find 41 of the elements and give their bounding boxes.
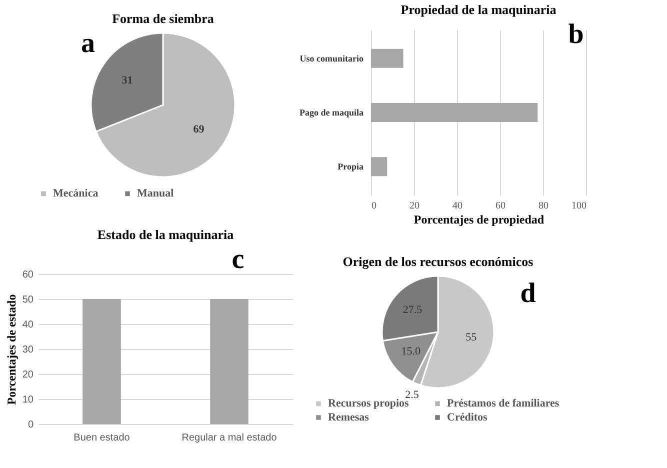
x-tick-label: Regular a mal estado	[182, 432, 278, 444]
y-tick-label: Uso comunitario	[300, 53, 364, 64]
legend-label: Mecánica	[53, 188, 99, 200]
legend-label: Remesas	[328, 412, 370, 424]
y-tick-label: 40	[22, 320, 34, 330]
y-tick-label: Propia	[338, 162, 364, 172]
y-tick-label: 50	[22, 294, 34, 306]
x-tick-label: 60	[496, 200, 506, 212]
bar	[371, 103, 538, 122]
x-tick-label: 40	[452, 200, 462, 212]
chart-title: Forma de siembra	[112, 11, 214, 26]
bar	[371, 48, 404, 68]
y-tick-label: 20	[22, 370, 34, 380]
data-label: 69	[193, 123, 205, 136]
y-tick-label: 10	[22, 394, 34, 406]
y-tick-label: Pago de maquila	[299, 108, 364, 118]
bar	[371, 157, 388, 176]
x-tick-label: 20	[410, 200, 420, 212]
legend-label: Manual	[137, 188, 174, 200]
x-tick-label: Buen estado	[74, 432, 130, 444]
legend-label: Préstamos de familiares	[447, 398, 560, 410]
x-tick-label: 100	[572, 200, 586, 212]
legend-label: Créditos	[447, 412, 488, 424]
annotation: b	[568, 19, 584, 50]
data-label: 15.0	[401, 346, 421, 358]
y-tick-label: 30	[22, 344, 34, 356]
data-label: 27.5	[402, 304, 423, 316]
data-label: 31	[122, 74, 133, 87]
x-tick-label: 80	[538, 200, 548, 212]
chart-title: Propiedad de la maquinaria	[400, 2, 557, 17]
text: a	[81, 28, 95, 59]
chart-title: Origen de los recursos económicos	[342, 254, 534, 269]
annotation: c	[232, 244, 244, 275]
y-tick-label: 60	[22, 270, 34, 280]
text: d	[520, 278, 536, 309]
data-label: 55	[466, 331, 478, 344]
x-axis-title: Porcentajes de propiedad	[414, 212, 544, 226]
x-tick-label: 0	[372, 200, 376, 212]
y-tick-label: 0	[28, 420, 34, 430]
chart-title: Estado de la maquinaria	[97, 227, 234, 242]
y-axis-title: Porcentajes de estado	[4, 294, 18, 405]
